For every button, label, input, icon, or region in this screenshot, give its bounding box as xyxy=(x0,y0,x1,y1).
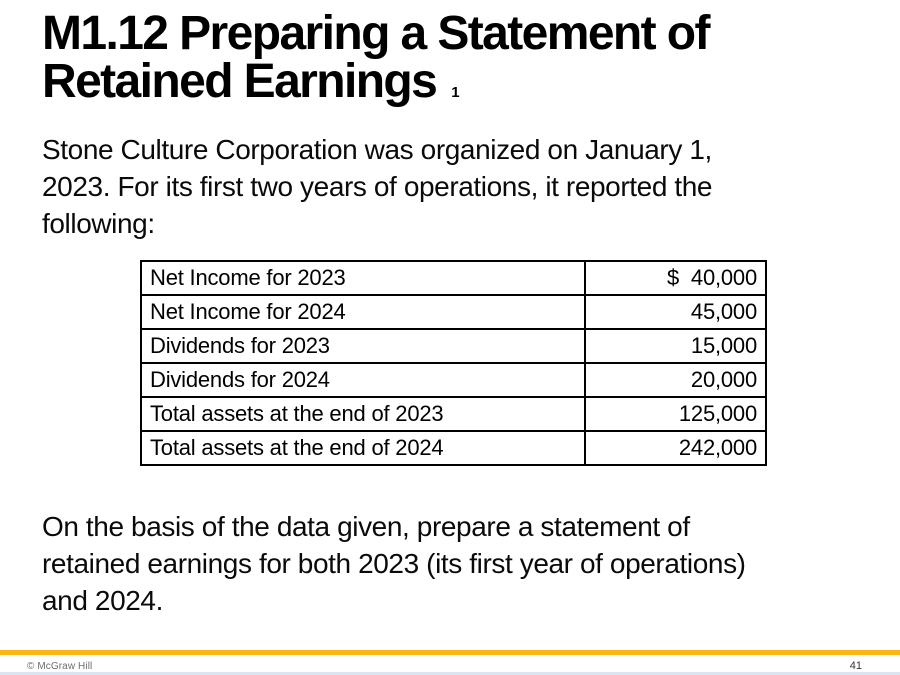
accent-bar xyxy=(0,650,900,655)
row-label: Dividends for 2023 xyxy=(140,328,586,364)
slide-footer: © McGraw Hill 41 xyxy=(0,660,900,674)
instruction-line-3: and 2024. xyxy=(42,585,163,616)
instruction-line-1: On the basis of the data given, prepare … xyxy=(42,511,690,542)
instruction-paragraph: On the basis of the data given, prepare … xyxy=(42,508,746,619)
row-value: 45,000 xyxy=(584,294,767,330)
financial-data-table: Net Income for 2023 $ 40,000 Net Income … xyxy=(140,260,767,466)
row-value: $ 40,000 xyxy=(584,260,767,296)
page-number: 41 xyxy=(849,660,862,672)
bottom-edge-line xyxy=(0,672,900,675)
title-text-1: M1.12 Preparing a Statement of xyxy=(42,7,710,60)
slide-title: M1.12 Preparing a Statement of Retained … xyxy=(42,7,710,117)
row-value: 15,000 xyxy=(584,328,767,364)
row-label: Total assets at the end of 2024 xyxy=(140,430,586,466)
row-label: Net Income for 2024 xyxy=(140,294,586,330)
table-row: Total assets at the end of 2024 242,000 xyxy=(140,430,767,466)
intro-line-3: following: xyxy=(42,208,155,239)
table-row: Net Income for 2024 45,000 xyxy=(140,294,767,330)
table-row: Total assets at the end of 2023 125,000 xyxy=(140,396,767,432)
copyright-text: © McGraw Hill xyxy=(27,661,93,672)
table-row: Dividends for 2024 20,000 xyxy=(140,362,767,398)
table-row: Net Income for 2023 $ 40,000 xyxy=(140,260,767,296)
title-line-1: M1.12 Preparing a Statement of xyxy=(42,7,710,60)
intro-line-1: Stone Culture Corporation was organized … xyxy=(42,134,712,165)
instruction-line-2: retained earnings for both 2023 (its fir… xyxy=(42,548,746,579)
row-label: Net Income for 2023 xyxy=(140,260,586,296)
row-value: 20,000 xyxy=(584,362,767,398)
intro-paragraph: Stone Culture Corporation was organized … xyxy=(42,131,713,242)
table-row: Dividends for 2023 15,000 xyxy=(140,328,767,364)
title-footnote-marker: 1 xyxy=(451,84,460,101)
row-value: 242,000 xyxy=(584,430,767,466)
intro-line-2: 2023. For its first two years of operati… xyxy=(42,171,713,202)
title-line-2: Retained Earnings 1 xyxy=(42,58,709,117)
row-label: Total assets at the end of 2023 xyxy=(140,396,586,432)
row-label: Dividends for 2024 xyxy=(140,362,586,398)
title-text-2: Retained Earnings xyxy=(42,55,438,108)
row-value: 125,000 xyxy=(584,396,767,432)
